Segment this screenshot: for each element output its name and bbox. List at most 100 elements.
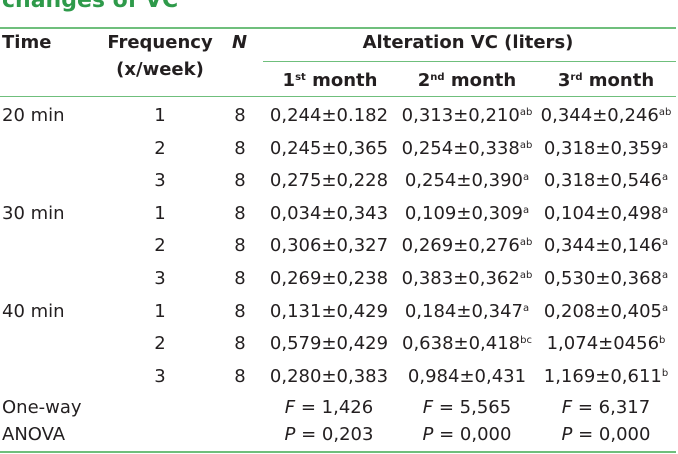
cell-frequency: 2 [154, 235, 165, 257]
cell-month-2: 0,984±0,431 [408, 366, 526, 388]
cell-n: 8 [234, 268, 245, 290]
month-3-word: month [588, 70, 655, 91]
cell-value: 0,245±0,365 [269, 138, 389, 159]
cell-month-3: 0,344±0,246ab [541, 105, 672, 127]
cell-month-1: 0,244±0.182 [270, 105, 388, 127]
cell-value: 0,254±0,390 [404, 170, 524, 191]
cell-month-1: 0,275±0,228 [270, 170, 388, 192]
cell-frequency: 3 [154, 366, 165, 388]
cell-value: 0,254±0,338 [401, 138, 520, 159]
significance-superscript: b [661, 368, 669, 379]
header-subrule [263, 61, 676, 62]
cell-month-2: 0,638±0,418bc [402, 333, 532, 355]
cell-value: 0,034±0,343 [269, 203, 389, 224]
month-2-word: month [450, 70, 517, 91]
cell-value: 1,074±0456 [546, 333, 660, 354]
cell-value: 0,344±0,246 [540, 105, 659, 126]
cell-month-2: 0,184±0,347a [405, 301, 529, 323]
cell-value: 0,579±0,429 [269, 333, 389, 354]
cell-value: 8 [234, 203, 246, 224]
month-1-word: month [312, 70, 378, 91]
cell-value: 0,269±0,276 [401, 235, 520, 256]
cell-value: 2 [154, 235, 166, 256]
cell-value: 0,109±0,309 [404, 203, 524, 224]
cell-n: 8 [234, 105, 245, 127]
cell-month-2: 0,254±0,338ab [402, 138, 533, 160]
cell-month-2: 0,383±0,362ab [402, 268, 533, 290]
bottom-rule [0, 451, 676, 453]
cell-time: 30 min [2, 203, 65, 225]
cell-value: 0,131±0,429 [269, 301, 389, 322]
cell-month-1: 0,306±0,327 [270, 235, 388, 257]
cell-value: 20 min [2, 105, 65, 126]
month-3-number: 3 [557, 70, 571, 91]
f-symbol: F [422, 397, 434, 418]
cell-frequency: 3 [154, 268, 165, 290]
cell-value: 8 [234, 235, 246, 256]
cell-month-1: 0,280±0,383 [270, 366, 388, 388]
cell-frequency: 2 [154, 138, 165, 160]
cell-value: 0,318±0,359 [543, 138, 663, 159]
cell-frequency: 1 [154, 301, 165, 323]
cell-value: 0,530±0,368 [543, 268, 663, 289]
cell-month-1: 0,034±0,343 [270, 203, 388, 225]
cell-value: 0,344±0,146 [543, 235, 663, 256]
cell-month-3: 1,169±0,611b [544, 366, 669, 388]
cell-value: 0,184±0,347 [404, 301, 524, 322]
f-symbol: F [561, 397, 573, 418]
month-1-ordinal: st [295, 72, 306, 83]
cell-value: 8 [234, 105, 246, 126]
cell-time: 40 min [2, 301, 65, 323]
significance-superscript: a [662, 303, 669, 314]
cell-value: 2 [154, 138, 166, 159]
cell-value: 1,169±0,611 [543, 366, 662, 387]
significance-superscript: ab [519, 140, 533, 151]
cell-value: 40 min [2, 301, 65, 322]
p-symbol: P [561, 424, 573, 445]
anova-f-month-3: F = 6,317 [562, 397, 650, 419]
cell-value: 8 [234, 333, 246, 354]
cell-value: 1 [154, 105, 166, 126]
cell-month-3: 0,208±0,405a [544, 301, 668, 323]
cell-value: 0,269±0,238 [269, 268, 389, 289]
p-value: = 0,000 [572, 424, 651, 445]
cell-value: 0,280±0,383 [269, 366, 389, 387]
cell-value: 0,244±0.182 [269, 105, 389, 126]
significance-superscript: a [662, 140, 669, 151]
header-frequency: Frequency [107, 32, 213, 53]
cell-month-1: 0,579±0,429 [270, 333, 388, 355]
cell-value: 0,104±0,498 [543, 203, 663, 224]
month-3-ordinal: rd [570, 72, 583, 83]
p-symbol: P [422, 424, 434, 445]
f-value: = 5,565 [433, 397, 512, 418]
cell-value: 1 [154, 203, 166, 224]
significance-superscript: ab [519, 107, 533, 118]
cell-value: 8 [234, 268, 246, 289]
cell-month-2: 0,269±0,276ab [402, 235, 533, 257]
anova-label-line2: ANOVA [2, 424, 66, 445]
cell-month-1: 0,269±0,238 [270, 268, 388, 290]
header-n: N [232, 32, 248, 53]
cell-n: 8 [234, 203, 245, 225]
header-frequency-unit: (x/week) [116, 59, 204, 80]
cell-value: 8 [234, 138, 246, 159]
cell-value: 0,306±0,327 [269, 235, 389, 256]
significance-superscript: a [662, 237, 669, 248]
significance-superscript: a [662, 172, 669, 183]
significance-superscript: b [659, 335, 666, 346]
cell-n: 8 [234, 235, 245, 257]
cell-frequency: 1 [154, 105, 165, 127]
top-rule [0, 27, 676, 29]
cell-n: 8 [234, 301, 245, 323]
p-value: = 0,000 [433, 424, 512, 445]
cell-month-1: 0,131±0,429 [270, 301, 388, 323]
cell-value: 0,313±0,210 [401, 105, 520, 126]
cell-n: 8 [234, 366, 245, 388]
significance-superscript: a [662, 270, 669, 281]
month-2-ordinal: nd [430, 72, 445, 83]
header-month-1: 1st month [283, 70, 378, 92]
cell-n: 8 [234, 138, 245, 160]
month-1-number: 1 [282, 70, 296, 91]
cell-value: 8 [234, 366, 246, 387]
header-month-2: 2nd month [418, 70, 516, 92]
